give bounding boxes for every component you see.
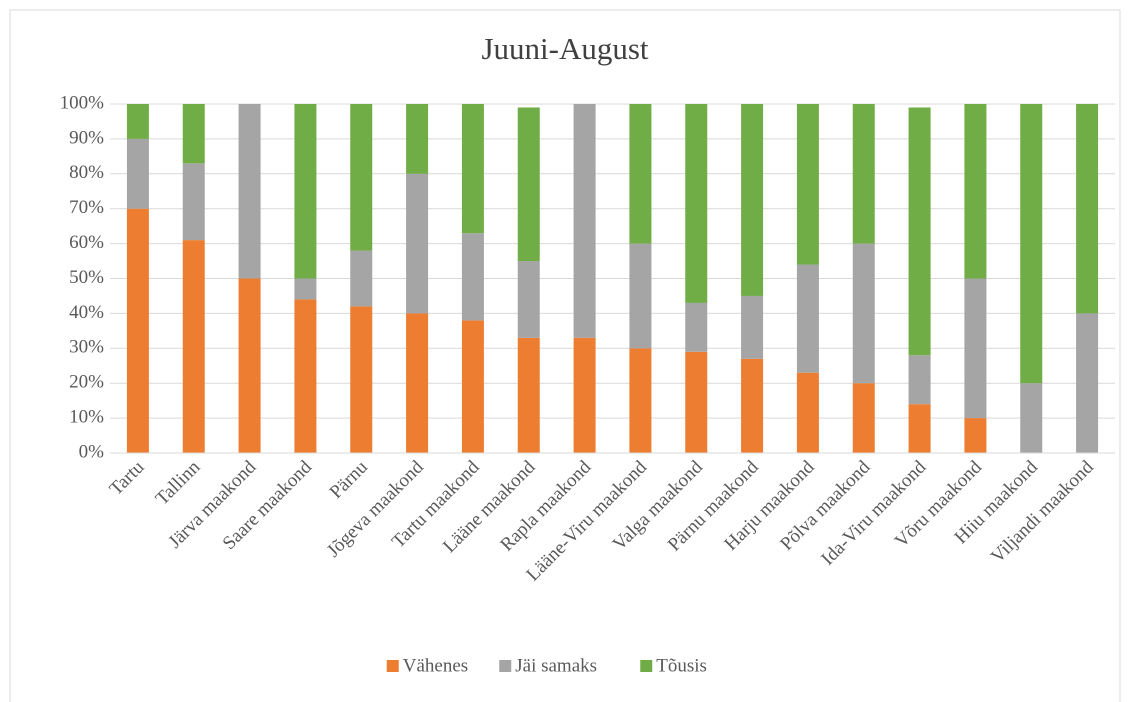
bar-segment xyxy=(182,240,205,453)
legend-label: Tõusis xyxy=(656,655,707,676)
legend-label: Vähenes xyxy=(403,655,468,676)
bar-segment xyxy=(741,104,764,296)
bar-segment xyxy=(294,278,317,300)
bar-segment xyxy=(238,104,261,279)
y-tick-label: 90% xyxy=(69,127,104,148)
bar-segment xyxy=(294,299,317,453)
y-tick-label: 60% xyxy=(69,232,104,253)
bar-segment xyxy=(350,306,373,453)
bar-segment xyxy=(685,104,708,303)
bar-segment xyxy=(964,104,987,279)
legend-label: Jäi samaks xyxy=(515,655,597,676)
bar-segment xyxy=(1076,313,1099,453)
y-tick-label: 30% xyxy=(69,337,104,358)
bar-segment xyxy=(629,243,652,349)
bar-segment xyxy=(406,313,429,453)
bar-segment xyxy=(461,104,484,234)
bar-segment xyxy=(182,163,205,241)
bar-segment xyxy=(685,302,708,352)
bar-segment xyxy=(350,104,373,251)
bar-segment xyxy=(741,295,764,359)
bar-segment xyxy=(741,358,764,453)
bar-segment xyxy=(573,337,596,453)
y-tick-label: 10% xyxy=(69,406,104,427)
bar-segment xyxy=(406,104,429,174)
bar-segment xyxy=(908,404,931,453)
bar-segment xyxy=(796,264,819,373)
chart-title: Juuni-August xyxy=(481,31,648,66)
bar-segment xyxy=(126,138,149,209)
bar-segment xyxy=(685,351,708,453)
legend-swatch xyxy=(640,660,653,672)
bar-segment xyxy=(573,104,596,338)
y-tick-label: 70% xyxy=(69,197,104,218)
bar-segment xyxy=(517,107,540,262)
chart-frame xyxy=(9,9,1121,702)
bar-segment xyxy=(629,348,652,453)
y-tick-label: 0% xyxy=(79,441,105,462)
bar-segment xyxy=(796,104,819,265)
bar-segment xyxy=(964,278,987,419)
y-tick-label: 100% xyxy=(60,92,105,113)
bar-segment xyxy=(908,355,931,405)
legend-swatch xyxy=(499,660,512,672)
bar-segment xyxy=(517,261,540,338)
bar-segment xyxy=(852,243,875,384)
bar-segment xyxy=(461,320,484,453)
bar-segment xyxy=(182,104,205,164)
y-tick-label: 20% xyxy=(69,372,104,393)
bar-segment xyxy=(294,104,317,279)
bar-segment xyxy=(517,337,540,453)
y-tick-label: 40% xyxy=(69,302,104,323)
bar-segment xyxy=(908,107,931,356)
bar-segment xyxy=(1020,383,1043,453)
bar-segment xyxy=(350,250,373,307)
bar-segment xyxy=(1076,104,1099,314)
bar-segment xyxy=(1020,104,1043,384)
bar-segment xyxy=(461,233,484,321)
bar-segment xyxy=(796,372,819,453)
bar-segment xyxy=(852,383,875,453)
y-tick-label: 80% xyxy=(69,162,104,183)
bar-segment xyxy=(126,104,149,139)
bar-segment xyxy=(629,104,652,244)
bar-segment xyxy=(852,104,875,244)
bar-segment xyxy=(238,278,261,453)
y-tick-label: 50% xyxy=(69,267,104,288)
bar-segment xyxy=(406,173,429,314)
bar-segment xyxy=(126,208,149,453)
legend-swatch xyxy=(386,660,399,672)
bar-segment xyxy=(964,418,987,453)
